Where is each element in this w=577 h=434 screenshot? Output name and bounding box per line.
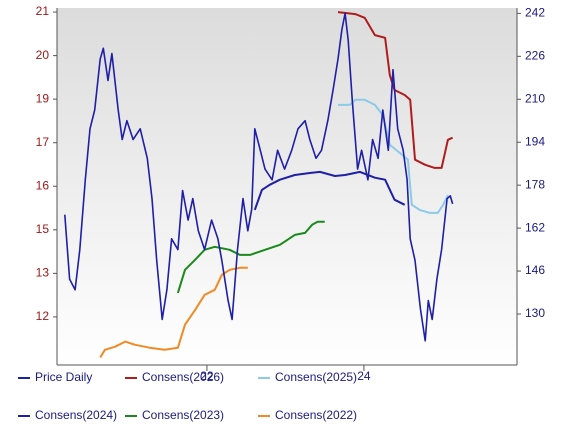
series-line: [99, 266, 248, 359]
y2-tick-label: 210: [525, 91, 545, 105]
legend-label: Consens(2022): [275, 408, 357, 422]
y2-tick-label: 226: [525, 48, 545, 62]
legend-label: Consens(2026): [142, 370, 224, 384]
legend-label: Price Daily: [35, 370, 92, 384]
y2-tick-label: 162: [525, 220, 545, 234]
legend-label: Consens(2024): [35, 408, 117, 422]
legend-label: Consens(2023): [142, 408, 224, 422]
y-tick-label: 12: [36, 309, 50, 323]
y-tick-label: 20: [36, 48, 50, 62]
y2-tick-label: 194: [525, 134, 545, 148]
y-tick-label: 17: [36, 135, 50, 149]
x-tick-label: 24: [357, 369, 371, 383]
series-line: [337, 11, 454, 169]
series-line: [176, 220, 325, 294]
y-tick-label: 16: [36, 178, 50, 192]
series-line: [338, 98, 449, 214]
y-tick-label: 13: [36, 266, 50, 280]
y-tick-label: 15: [36, 222, 50, 236]
legend-label: Consens(2025): [275, 370, 357, 384]
plot-area: [57, 8, 517, 365]
y2-tick-label: 130: [525, 306, 545, 320]
series-line: [64, 12, 454, 342]
y2-tick-label: 178: [525, 177, 545, 191]
y-tick-label: 21: [36, 4, 50, 18]
x-tick-label: 22: [200, 369, 214, 383]
series-line: [253, 170, 406, 211]
y2-tick-label: 146: [525, 263, 545, 277]
y2-tick-label: 242: [525, 6, 545, 20]
y-tick-label: 19: [36, 91, 50, 105]
